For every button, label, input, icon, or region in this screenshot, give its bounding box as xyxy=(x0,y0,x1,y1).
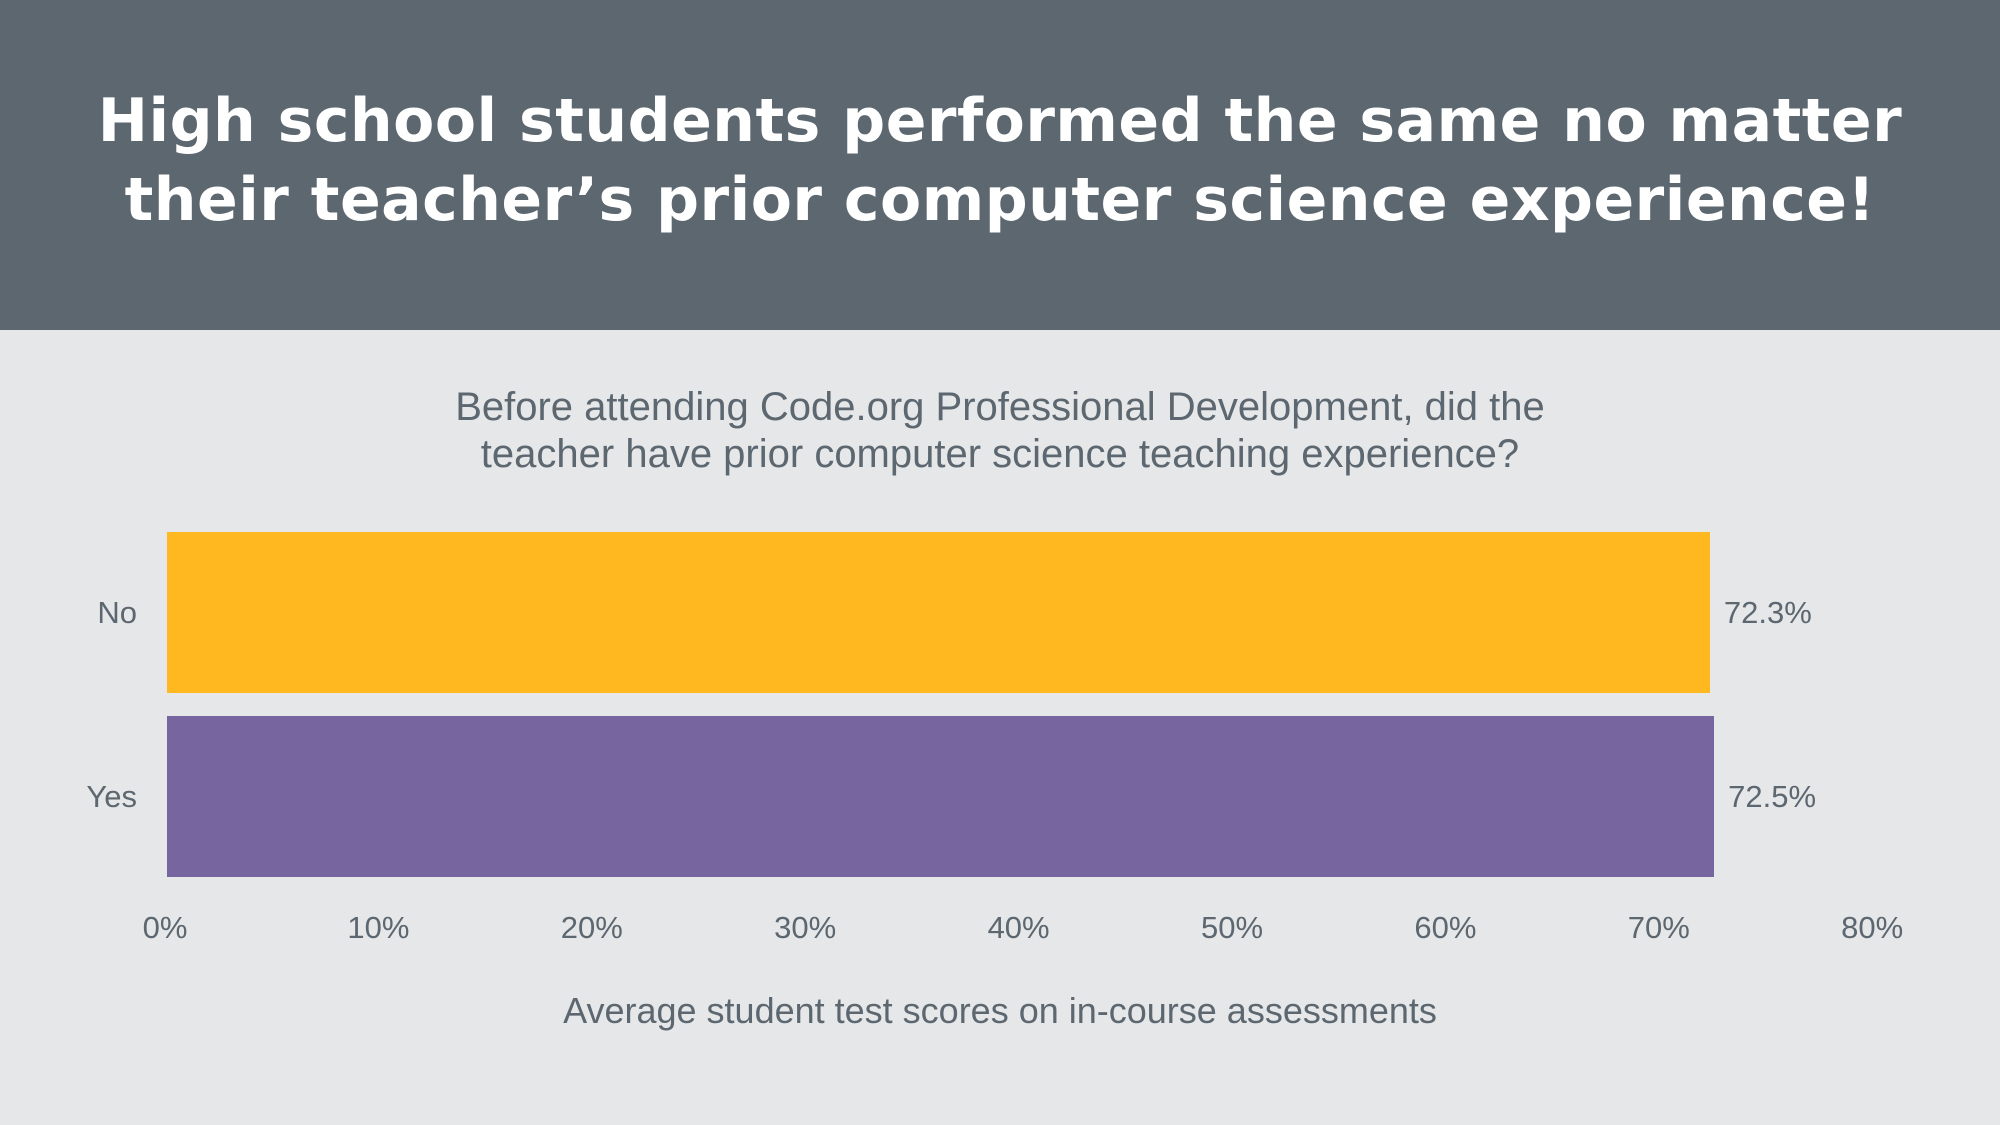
x-tick-label: 80% xyxy=(1841,910,1904,945)
x-tick-label: 50% xyxy=(1200,910,1264,945)
value-label-no: 72.3% xyxy=(1723,594,1812,630)
title-line-2: their teacher’s prior computer science e… xyxy=(124,165,1876,235)
chart-title: High school students performed the same … xyxy=(0,82,2000,240)
x-axis-label: Average student test scores on in-course… xyxy=(563,990,1437,1031)
category-label-no: No xyxy=(97,594,137,630)
x-tick-label: 30% xyxy=(774,910,837,945)
chart-subtitle: Before attending Code.org Professional D… xyxy=(0,384,2000,478)
header-banner: High school students performed the same … xyxy=(0,0,2000,330)
subtitle-line-2: teacher have prior computer science teac… xyxy=(480,432,1520,476)
value-label-yes: 72.5% xyxy=(1728,778,1817,814)
x-tick-label: 60% xyxy=(1414,910,1477,945)
title-line-1: High school students performed the same … xyxy=(97,86,1903,156)
x-tick-label: 0% xyxy=(142,910,188,945)
x-tick-label: 20% xyxy=(560,910,623,945)
subtitle-line-1: Before attending Code.org Professional D… xyxy=(455,385,1545,429)
x-tick-label: 40% xyxy=(987,910,1050,945)
bar-yes xyxy=(167,716,1715,877)
bar-no xyxy=(167,532,1710,693)
x-tick-label: 70% xyxy=(1627,910,1690,945)
category-label-yes: Yes xyxy=(86,778,137,814)
x-tick-label: 10% xyxy=(347,910,410,945)
